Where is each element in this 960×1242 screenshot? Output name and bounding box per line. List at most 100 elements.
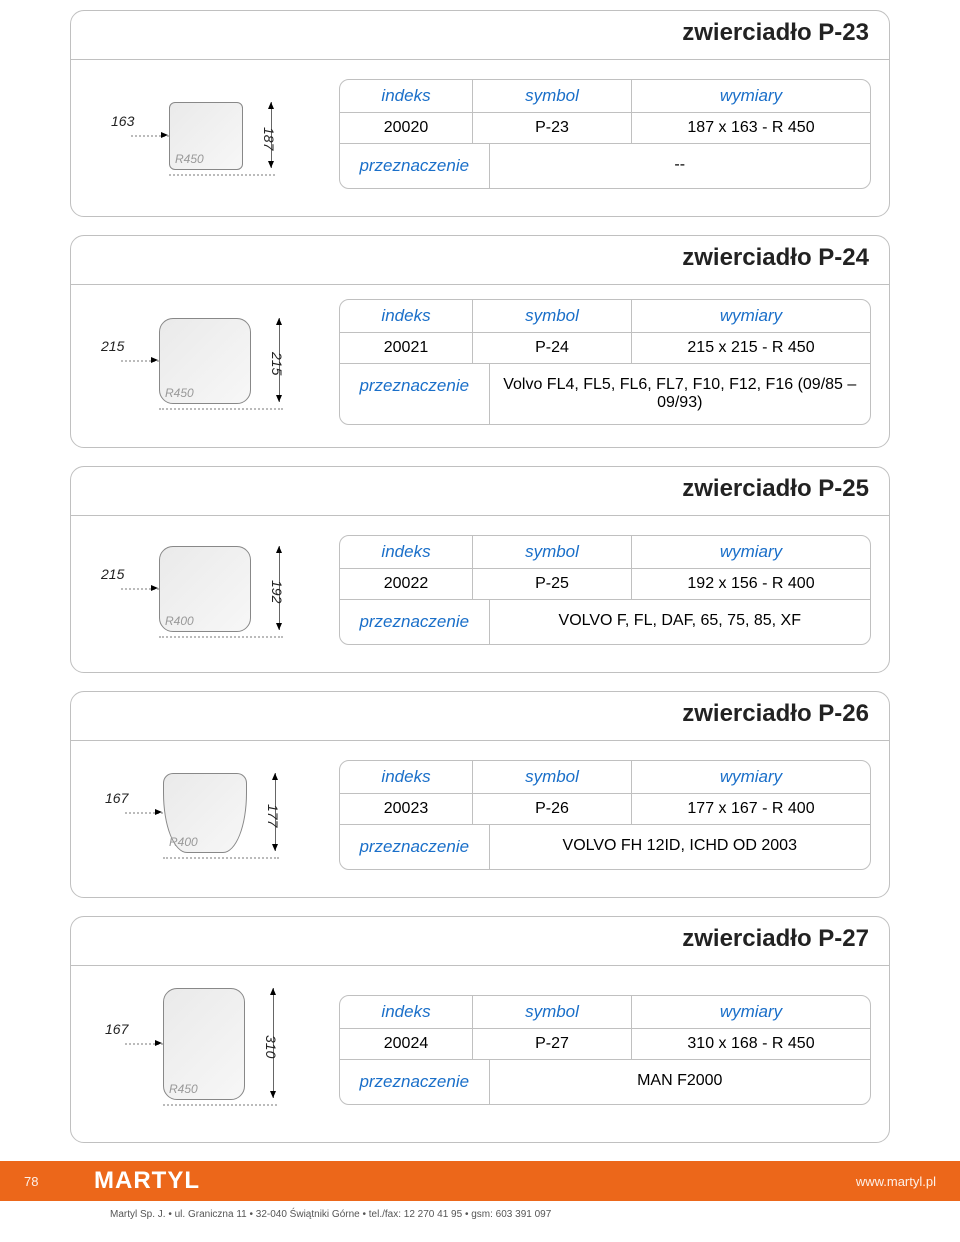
dim-height: 187 <box>261 127 277 150</box>
arrow-icon <box>270 1091 276 1098</box>
col-wymiary: wymiary <box>632 761 871 794</box>
app-label: przeznaczenie <box>340 600 490 644</box>
col-symbol: symbol <box>473 300 632 333</box>
dim-width: 163 <box>111 113 134 129</box>
app-value: Volvo FL4, FL5, FL6, FL7, F10, F12, F16 … <box>490 364 871 424</box>
arrow-icon <box>270 988 276 995</box>
product-title: zwierciadło P-26 <box>71 692 889 741</box>
dim-line <box>159 408 283 410</box>
page-footer: 78 MARTYL www.martyl.pl <box>0 1161 960 1201</box>
val-wymiary: 177 x 167 - R 400 <box>632 794 871 825</box>
arrow-icon <box>161 132 168 138</box>
val-wymiary: 215 x 215 - R 450 <box>632 333 871 364</box>
val-indeks: 20020 <box>340 113 473 144</box>
val-symbol: P-24 <box>473 333 632 364</box>
dim-height: 215 <box>269 352 285 375</box>
dim-width: 167 <box>105 790 128 806</box>
val-indeks: 20023 <box>340 794 473 825</box>
product-title: zwierciadło P-25 <box>71 467 889 516</box>
col-wymiary: wymiary <box>632 536 871 569</box>
data-table: indeks symbol wymiary 20024 P-27 310 x 1… <box>339 995 871 1105</box>
dim-height: 192 <box>269 580 285 603</box>
dim-width: 167 <box>105 1021 128 1037</box>
dim-height: 310 <box>263 1035 279 1058</box>
radius-label: R450 <box>169 1082 198 1096</box>
app-value: -- <box>490 144 871 188</box>
val-symbol: P-25 <box>473 569 632 600</box>
arrow-icon <box>276 395 282 402</box>
col-wymiary: wymiary <box>632 80 871 113</box>
product-diagram: R450 215 215 <box>89 302 309 422</box>
app-label: przeznaczenie <box>340 144 490 188</box>
app-label: przeznaczenie <box>340 825 490 869</box>
arrow-icon <box>268 161 274 168</box>
col-indeks: indeks <box>340 536 473 569</box>
col-symbol: symbol <box>473 80 632 113</box>
col-indeks: indeks <box>340 80 473 113</box>
dim-line <box>163 857 279 859</box>
product-card: zwierciadło P-27 R450 167 310 indeks sym… <box>70 916 890 1143</box>
arrow-icon <box>151 585 158 591</box>
data-table: indeks symbol wymiary 20023 P-26 177 x 1… <box>339 760 871 870</box>
arrow-icon <box>151 357 158 363</box>
dim-width: 215 <box>101 338 124 354</box>
col-indeks: indeks <box>340 761 473 794</box>
app-label: przeznaczenie <box>340 1060 490 1104</box>
val-symbol: P-23 <box>473 113 632 144</box>
col-symbol: symbol <box>473 536 632 569</box>
col-wymiary: wymiary <box>632 996 871 1029</box>
val-wymiary: 187 x 163 - R 450 <box>632 113 871 144</box>
product-diagram: R400 167 177 <box>89 755 309 875</box>
col-indeks: indeks <box>340 996 473 1029</box>
dim-height: 177 <box>265 804 281 827</box>
arrow-icon <box>276 546 282 553</box>
product-card: zwierciadło P-26 R400 167 177 indeks sym… <box>70 691 890 898</box>
val-symbol: P-26 <box>473 794 632 825</box>
brand-logo: MARTYL <box>94 1167 200 1195</box>
product-diagram: R450 167 310 <box>89 980 309 1120</box>
app-value: VOLVO FH 12ID, ICHD OD 2003 <box>490 825 871 869</box>
arrow-icon <box>268 102 274 109</box>
col-symbol: symbol <box>473 761 632 794</box>
app-label: przeznaczenie <box>340 364 490 424</box>
data-table: indeks symbol wymiary 20020 P-23 187 x 1… <box>339 79 871 189</box>
page-number: 78 <box>24 1174 74 1189</box>
arrow-icon <box>276 318 282 325</box>
col-symbol: symbol <box>473 996 632 1029</box>
col-indeks: indeks <box>340 300 473 333</box>
arrow-icon <box>155 809 162 815</box>
fineprint: Martyl Sp. J. • ul. Graniczna 11 • 32-04… <box>0 1201 960 1220</box>
val-symbol: P-27 <box>473 1029 632 1060</box>
val-wymiary: 310 x 168 - R 450 <box>632 1029 871 1060</box>
dim-width: 215 <box>101 566 124 582</box>
product-title: zwierciadło P-27 <box>71 917 889 966</box>
data-table: indeks symbol wymiary 20021 P-24 215 x 2… <box>339 299 871 425</box>
product-card: zwierciadło P-23 R450 163 187 indeks sym… <box>70 10 890 217</box>
app-value: VOLVO F, FL, DAF, 65, 75, 85, XF <box>490 600 871 644</box>
product-title: zwierciadło P-23 <box>71 11 889 60</box>
val-wymiary: 192 x 156 - R 400 <box>632 569 871 600</box>
radius-label: R450 <box>165 386 194 400</box>
radius-label: R400 <box>169 835 198 849</box>
product-diagram: R450 163 187 <box>89 74 309 194</box>
val-indeks: 20021 <box>340 333 473 364</box>
arrow-icon <box>272 844 278 851</box>
arrow-icon <box>276 623 282 630</box>
dim-line <box>163 1104 277 1106</box>
arrow-icon <box>155 1040 162 1046</box>
val-indeks: 20024 <box>340 1029 473 1060</box>
radius-label: R450 <box>175 152 204 166</box>
val-indeks: 20022 <box>340 569 473 600</box>
col-wymiary: wymiary <box>632 300 871 333</box>
footer-url: www.martyl.pl <box>856 1174 936 1189</box>
dim-line <box>159 636 283 638</box>
product-diagram: R400 215 192 <box>89 530 309 650</box>
arrow-icon <box>272 773 278 780</box>
app-value: MAN F2000 <box>490 1060 871 1104</box>
radius-label: R400 <box>165 614 194 628</box>
product-card: zwierciadło P-25 R400 215 192 indeks sym… <box>70 466 890 673</box>
data-table: indeks symbol wymiary 20022 P-25 192 x 1… <box>339 535 871 645</box>
product-title: zwierciadło P-24 <box>71 236 889 285</box>
product-card: zwierciadło P-24 R450 215 215 indeks sym… <box>70 235 890 448</box>
dim-line <box>169 174 275 176</box>
